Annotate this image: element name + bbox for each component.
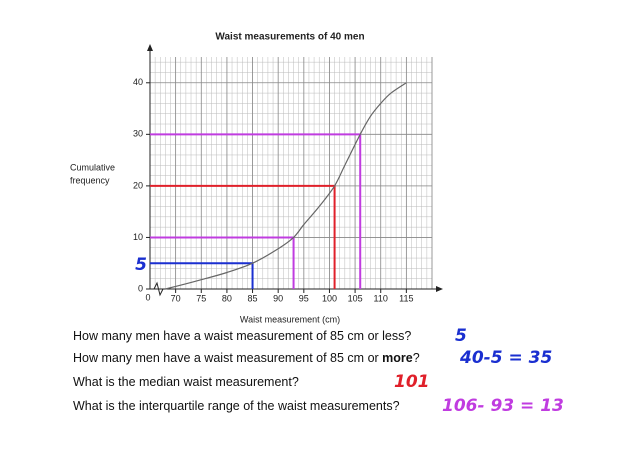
reading-line <box>150 133 362 289</box>
x-axis-label: Waist measurement (cm) <box>240 314 340 324</box>
x-tick-label: 100 <box>322 293 337 303</box>
y-tick-label: 20 <box>133 180 143 190</box>
reading-label: 5 <box>135 255 147 275</box>
x-tick-label: 85 <box>248 293 258 303</box>
x-tick-label: 80 <box>222 293 232 303</box>
y-tick-label: 0 <box>138 283 143 293</box>
x-origin-label: 0 <box>145 292 150 302</box>
x-tick-label: 75 <box>196 293 206 303</box>
x-tick-label: 105 <box>348 293 363 303</box>
answer: 106- 93 = 13 <box>442 396 564 416</box>
y-axis-arrow <box>147 44 153 51</box>
x-tick-label: 70 <box>171 293 181 303</box>
question: How many men have a waist measurement of… <box>73 351 420 365</box>
x-tick-label: 115 <box>399 293 413 303</box>
question-text: What is the median waist measurement? <box>73 375 299 389</box>
cumulative-curve <box>165 82 407 290</box>
x-tick-label: 90 <box>273 293 283 303</box>
y-axis-label: Cumulative <box>70 162 115 172</box>
answer: 101 <box>394 372 430 392</box>
axis-break <box>153 281 164 297</box>
question-text: How many men have a waist measurement of… <box>73 329 411 343</box>
question: What is the interquartile range of the w… <box>73 399 400 413</box>
y-axis-label: frequency <box>70 175 110 185</box>
answer: 5 <box>455 326 467 346</box>
x-axis-arrow <box>436 286 443 292</box>
x-tick-label: 110 <box>374 293 388 303</box>
question: How many men have a waist measurement of… <box>73 329 411 343</box>
question-text: How many men have a waist measurement of… <box>73 351 382 365</box>
question-text: more <box>382 351 413 365</box>
question: What is the median waist measurement? <box>73 375 299 389</box>
question-text: ? <box>413 351 420 365</box>
y-tick-label: 10 <box>133 232 143 242</box>
y-tick-label: 30 <box>133 129 143 139</box>
x-tick-label: 95 <box>299 293 309 303</box>
answer: 40-5 = 35 <box>459 348 552 368</box>
question-text: What is the interquartile range of the w… <box>73 399 400 413</box>
y-tick-label: 40 <box>133 77 143 87</box>
chart-title: Waist measurements of 40 men <box>215 32 364 43</box>
